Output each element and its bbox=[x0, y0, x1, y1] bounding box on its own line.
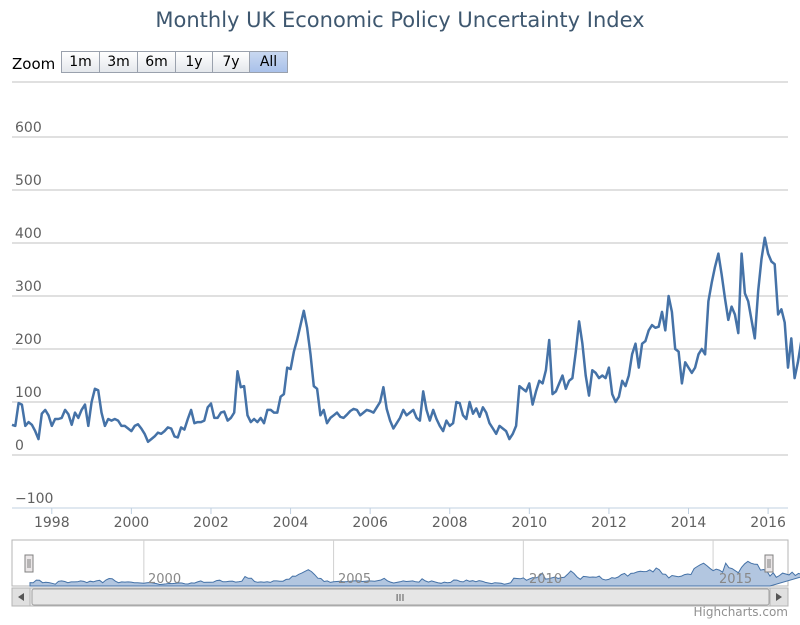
grid-lines bbox=[12, 81, 788, 509]
series-line-uk-epu bbox=[11, 236, 800, 444]
zoom-button-7y[interactable]: 7y bbox=[212, 51, 250, 73]
x-tick-label: 2000 bbox=[114, 515, 150, 531]
navigator-label-2015: 2015 bbox=[719, 572, 752, 587]
x-tick-label: 1998 bbox=[34, 515, 70, 531]
zoom-label: Zoom bbox=[12, 55, 56, 73]
y-tick-label: 400 bbox=[15, 226, 42, 242]
y-axis-labels: −100 0 100 200 300 400 500 600 bbox=[15, 120, 53, 507]
zoom-button-1y[interactable]: 1y bbox=[175, 51, 213, 73]
scrollbar-grip: III bbox=[396, 593, 405, 604]
scrollbar-thumb[interactable] bbox=[31, 588, 770, 606]
navigator-label-2000: 2000 bbox=[148, 572, 181, 587]
y-tick-label: −100 bbox=[15, 491, 53, 507]
x-tick-label: 2008 bbox=[432, 515, 468, 531]
navigator-handle-right[interactable] bbox=[764, 554, 774, 573]
y-tick-label: 600 bbox=[15, 120, 42, 136]
x-tick-label: 2012 bbox=[591, 515, 627, 531]
zoom-button-1m[interactable]: 1m bbox=[61, 51, 100, 73]
navigator-year-labels: 2000 2005 2010 2015 bbox=[148, 572, 752, 587]
y-tick-label: 300 bbox=[15, 279, 42, 295]
y-tick-label: 200 bbox=[15, 332, 42, 348]
x-axis-labels: 1998 2000 2002 2004 2006 2008 2010 2012 2014 2016 bbox=[34, 508, 786, 531]
x-tick-label: 2010 bbox=[512, 515, 548, 531]
zoom-button-6m[interactable]: 6m bbox=[137, 51, 176, 73]
zoom-button-all[interactable]: All bbox=[249, 51, 288, 73]
x-tick-label: 2002 bbox=[193, 515, 229, 531]
navigator-handle-left[interactable] bbox=[24, 554, 34, 573]
x-tick-label: 2004 bbox=[273, 515, 309, 531]
y-tick-label: 100 bbox=[15, 385, 42, 401]
x-tick-label: 2014 bbox=[671, 515, 707, 531]
scroll-right-arrow-icon bbox=[776, 593, 782, 601]
range-selector: 1m 3m 6m 1y 7y All bbox=[61, 51, 288, 73]
y-tick-label: 500 bbox=[15, 173, 42, 189]
zoom-button-3m[interactable]: 3m bbox=[99, 51, 138, 73]
navigator-label-2005: 2005 bbox=[338, 572, 371, 587]
x-tick-label: 2006 bbox=[352, 515, 388, 531]
y-tick-label: 0 bbox=[15, 438, 24, 454]
navigator-label-2010: 2010 bbox=[529, 572, 562, 587]
x-tick-label: 2016 bbox=[750, 515, 786, 531]
credits-link[interactable]: Highcharts.com bbox=[693, 605, 788, 619]
scroll-left-arrow-icon bbox=[18, 593, 24, 601]
chart-title: Monthly UK Economic Policy Uncertainty I… bbox=[155, 8, 645, 32]
